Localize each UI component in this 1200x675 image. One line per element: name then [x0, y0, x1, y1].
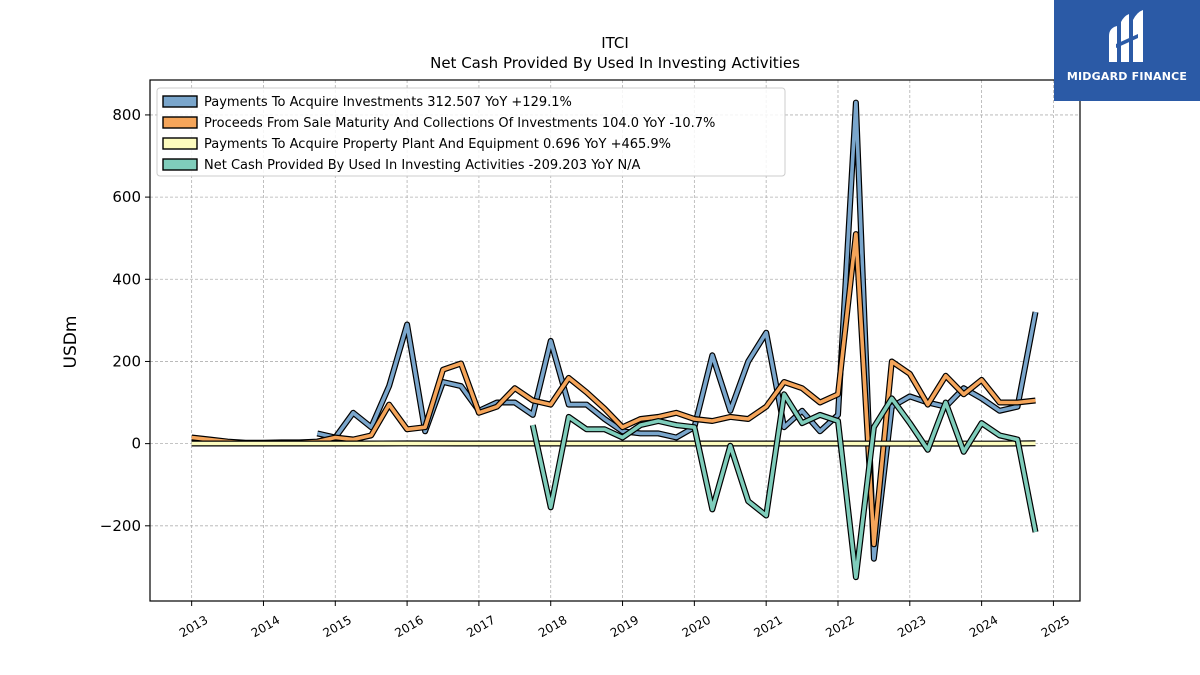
legend: Payments To Acquire Investments 312.507 …	[156, 87, 786, 177]
y-tick-label: 600	[112, 188, 141, 206]
y-tick-label: 200	[112, 352, 141, 370]
y-tick-label: 400	[112, 270, 141, 288]
logo-wordmark: MIDGARD FINANCE	[1066, 70, 1188, 83]
x-tick-label: 2014	[249, 613, 282, 640]
legend-label-1: Payments To Acquire Investments 312.507 …	[204, 95, 572, 110]
series-4-line	[531, 392, 1038, 579]
midgard-finance-logo: MIDGARD FINANCE	[1054, 0, 1200, 101]
x-tick-label: 2018	[536, 613, 569, 640]
axis-ticks: 2013 2014 2015 2016 2017 2018 2019 2020 2021 2022…	[100, 106, 1072, 640]
logo-mark-icon	[1109, 10, 1143, 62]
x-tick-label: 2022	[823, 613, 856, 640]
legend-swatch-1	[162, 95, 198, 108]
series-lines	[191, 99, 1039, 581]
x-tick-label: 2016	[392, 613, 425, 640]
plot-frame	[149, 79, 1081, 602]
x-tick-label: 2015	[321, 613, 354, 640]
legend-label-4: Net Cash Provided By Used In Investing A…	[204, 158, 641, 173]
legend-box	[156, 87, 786, 177]
series-2-outline	[191, 231, 1036, 548]
y-tick-label: 0	[131, 435, 141, 453]
x-tick-label: 2023	[895, 613, 928, 640]
legend-swatch-4	[162, 158, 198, 171]
x-tick-label: 2013	[177, 613, 210, 640]
x-tick-label: 2021	[751, 613, 784, 640]
legend-label-3: Payments To Acquire Property Plant And E…	[204, 137, 671, 152]
chart-subtitle: Net Cash Provided By Used In Investing A…	[430, 54, 800, 72]
y-axis-label: USDm	[61, 316, 81, 369]
x-tick-label: 2020	[680, 613, 713, 640]
x-tick-label: 2025	[1039, 613, 1072, 640]
x-tick-label: 2019	[608, 613, 641, 640]
legend-swatch-3	[162, 137, 198, 150]
y-tick-label: −200	[100, 517, 141, 535]
series-2-line	[191, 232, 1036, 547]
chart-title: ITCI	[601, 34, 629, 52]
legend-swatch-2	[162, 116, 198, 129]
y-tick-label: 800	[112, 106, 141, 124]
x-tick-label: 2017	[464, 613, 497, 640]
legend-label-2: Proceeds From Sale Maturity And Collecti…	[204, 116, 715, 131]
x-tick-label: 2024	[967, 613, 1000, 640]
